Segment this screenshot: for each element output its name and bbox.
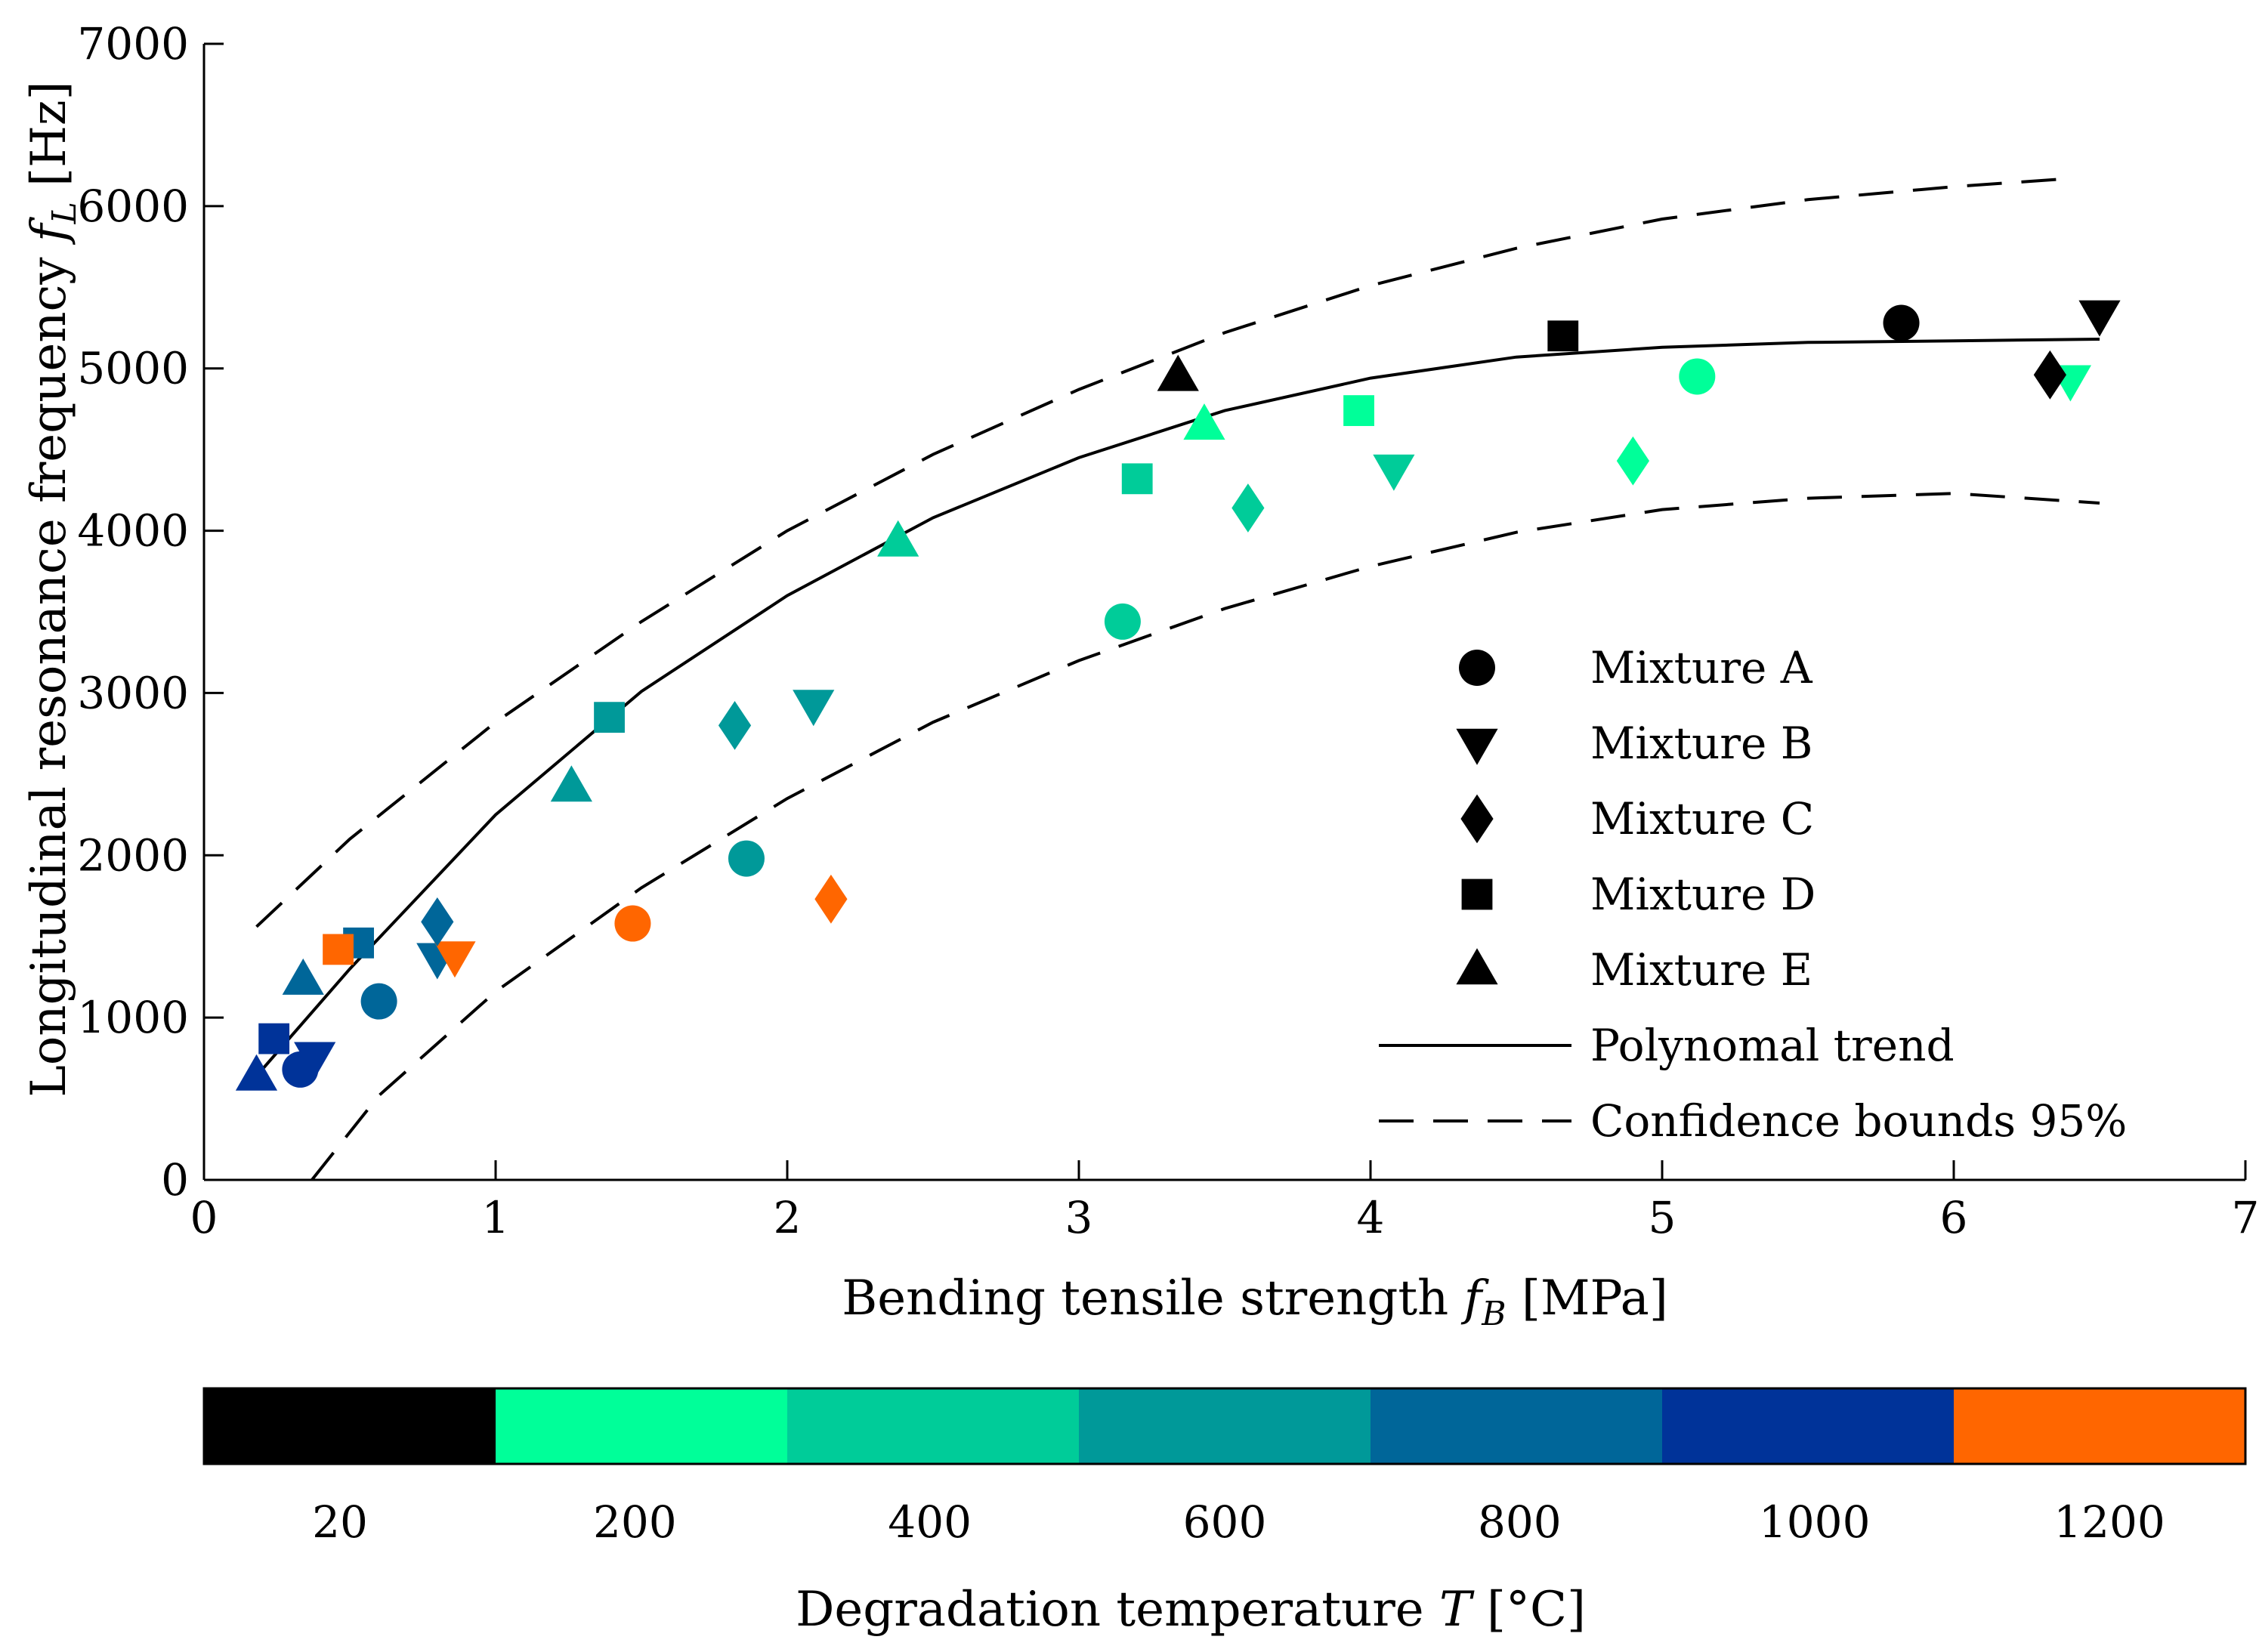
point-mixture-e-800: [282, 958, 324, 995]
point-mixture-e-20: [1157, 354, 1199, 391]
legend-entry: Polynomal trend: [1379, 1020, 1955, 1071]
legend: Mixture A Mixture B Mixture C Mixture D Mixt…: [1379, 642, 2127, 1147]
lower-confidence-bound: [311, 492, 2100, 1181]
legend-marker-triangle-down: [1456, 728, 1498, 765]
colorbar-segment-20: [204, 1388, 496, 1464]
point-mixture-c-600: [718, 701, 752, 750]
colorbar-tick-label: 600: [1183, 1496, 1267, 1548]
x-tick-label: 3: [1065, 1192, 1093, 1243]
y-tick-label: 4000: [77, 505, 189, 557]
x-tick-label: 2: [774, 1192, 802, 1243]
colorbar-tick-label: 200: [593, 1496, 677, 1548]
x-tick-label: 1: [482, 1192, 510, 1243]
point-mixture-a-600: [728, 840, 765, 877]
colorbar-segment-1000: [1662, 1388, 1955, 1464]
x-tick-label: 0: [190, 1192, 218, 1243]
x-tick-label: 7: [2232, 1192, 2259, 1243]
legend-entry: Mixture A: [1459, 642, 1813, 693]
point-mixture-e-600: [550, 765, 592, 802]
point-mixture-b-20: [2078, 300, 2121, 337]
point-mixture-c-20: [2033, 350, 2066, 400]
point-mixture-a-200: [1679, 358, 1716, 395]
point-mixture-d-1200: [323, 934, 354, 965]
legend-label: Mixture E: [1590, 944, 1812, 996]
point-mixture-d-200: [1343, 395, 1374, 426]
legend-label: Mixture B: [1590, 718, 1812, 769]
legend-entry: Mixture B: [1456, 718, 1812, 769]
legend-entry: Mixture E: [1456, 944, 1812, 996]
point-mixture-b-400: [1373, 454, 1415, 491]
point-mixture-e-1000: [235, 1054, 278, 1091]
legend-label: Mixture D: [1590, 869, 1816, 920]
legend-label: Polynomal trend: [1590, 1020, 1955, 1071]
colorbar-tick-label: 800: [1478, 1496, 1562, 1548]
point-mixture-c-800: [421, 897, 454, 946]
x-tick-label: 4: [1357, 1192, 1385, 1243]
upper-confidence-bound: [255, 177, 2071, 928]
colorbar-frame: [202, 1387, 2247, 1465]
legend-entry: Mixture D: [1461, 869, 1816, 920]
colorbar-segment-200: [496, 1388, 788, 1464]
legend-label: Mixture C: [1590, 793, 1814, 845]
legend-marker-square: [1461, 878, 1493, 910]
point-mixture-b-1000: [294, 1042, 336, 1079]
colorbar-tick-label: 400: [888, 1496, 972, 1548]
y-tick-label: 6000: [77, 181, 189, 232]
point-mixture-c-400: [1231, 483, 1265, 533]
point-mixture-d-1000: [258, 1023, 290, 1055]
plot-area: [235, 177, 2121, 1181]
y-tick-label: 0: [161, 1154, 189, 1206]
legend-label: Mixture A: [1590, 642, 1813, 693]
point-mixture-e-400: [877, 520, 919, 557]
point-mixture-a-800: [360, 983, 397, 1020]
point-mixture-d-20: [1547, 320, 1579, 352]
y-axis-label: Longitudinal resonance frequency fL [Hz]: [21, 81, 84, 1097]
legend-marker-triangle-up: [1456, 948, 1498, 985]
y-tick-label: 7000: [77, 18, 189, 69]
x-axis-label: Bending tensile strength fB [MPa]: [842, 1271, 1668, 1333]
colorbar-tick-label: 1200: [2053, 1496, 2165, 1548]
colorbar: 20 200 400 600 800 1000 1200 Degradation temper…: [202, 1387, 2247, 1638]
x-tick-label: 6: [1940, 1192, 1968, 1243]
legend-marker-circle: [1459, 650, 1495, 686]
colorbar-segment-400: [787, 1388, 1080, 1464]
colorbar-tick-label: 1000: [1759, 1496, 1871, 1548]
y-tick-label: 5000: [77, 343, 189, 394]
legend-entry: Confidence bounds 95%: [1379, 1095, 2127, 1147]
x-tick-label: 5: [1649, 1192, 1676, 1243]
point-mixture-a-20: [1883, 304, 1920, 341]
point-mixture-d-400: [1121, 463, 1153, 495]
y-tick-label: 2000: [77, 829, 189, 881]
colorbar-segment-1200: [1954, 1388, 2246, 1464]
point-mixture-a-400: [1104, 603, 1141, 640]
colorbar-segment-600: [1079, 1388, 1371, 1464]
colorbar-label: Degradation temperature T [°C]: [796, 1582, 1586, 1638]
colorbar-tick-label: 20: [312, 1496, 368, 1548]
y-tick-label: 3000: [77, 667, 189, 718]
colorbar-segment-800: [1371, 1388, 1663, 1464]
point-mixture-a-1200: [614, 905, 651, 942]
legend-marker-diamond: [1460, 794, 1494, 844]
point-mixture-b-1200: [434, 941, 476, 978]
point-mixture-b-600: [793, 690, 835, 727]
legend-label: Confidence bounds 95%: [1590, 1095, 2127, 1147]
point-mixture-c-1200: [814, 874, 848, 924]
legend-entry: Mixture C: [1460, 793, 1814, 845]
point-mixture-c-200: [1616, 436, 1649, 486]
point-mixture-d-600: [594, 702, 625, 733]
polynomial-trend-line: [255, 338, 2100, 1077]
data-points: [235, 300, 2121, 1091]
point-mixture-e-200: [1183, 403, 1225, 440]
y-tick-label: 1000: [77, 992, 189, 1043]
